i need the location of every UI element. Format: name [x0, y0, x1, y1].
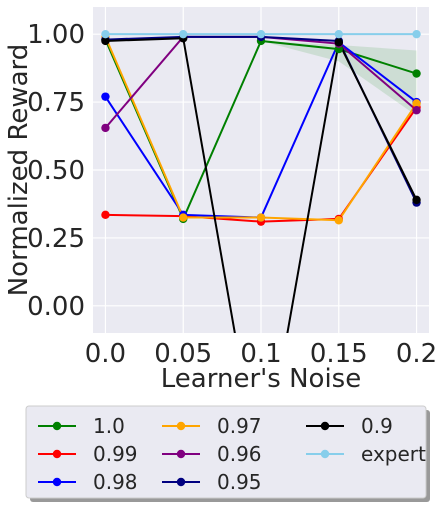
legend-label: 1.0 [93, 414, 125, 438]
legend-label: 0.99 [93, 442, 138, 466]
x-tick-label: 0.2 [396, 339, 437, 369]
data-point [334, 38, 343, 47]
series-line [105, 37, 418, 333]
data-point [101, 29, 110, 39]
data-point [101, 36, 110, 46]
y-tick-label: 0.75 [27, 88, 85, 118]
legend-marker [52, 449, 62, 459]
x-tick-labels: 0.0 0.05 0.1 0.15 0.2 [85, 339, 437, 369]
y-tick-label: 0.50 [27, 156, 85, 186]
y-tick-label: 0.00 [27, 292, 85, 322]
data-point [101, 92, 110, 101]
legend-label: 0.9 [361, 414, 393, 438]
data-point [101, 123, 110, 133]
legend-marker [176, 421, 186, 431]
data-point [412, 69, 421, 78]
data-point [334, 216, 343, 225]
data-point [179, 213, 188, 222]
y-tick-label: 1.00 [27, 20, 85, 50]
y-axis-label: Normalized Reward [4, 44, 34, 297]
data-point [412, 29, 421, 39]
confidence-bands [105, 39, 417, 219]
legend: 1.0 0.99 0.98 0.97 0.96 0.95 0.9 expert [25, 405, 430, 502]
legend-marker [52, 477, 62, 487]
x-tick-label: 0.1 [240, 339, 281, 369]
series-points [101, 29, 421, 226]
confidence-band [105, 39, 417, 219]
data-point [412, 99, 421, 108]
data-point [412, 195, 421, 205]
data-point [179, 29, 188, 39]
x-tick-label: 0.05 [154, 339, 212, 369]
legend-label: 0.98 [93, 470, 138, 494]
legend-marker [176, 449, 186, 459]
data-point [256, 213, 266, 222]
legend-label: 0.96 [217, 442, 262, 466]
data-point [256, 29, 266, 39]
legend-label: expert [361, 442, 426, 466]
legend-marker [176, 477, 186, 487]
legend-label: 0.95 [217, 470, 262, 494]
legend-marker [52, 421, 62, 431]
legend-marker [320, 449, 330, 459]
y-tick-labels: 0.00 0.25 0.50 0.75 1.00 [27, 20, 85, 322]
legend-marker [320, 421, 330, 431]
legend-label: 0.97 [217, 414, 262, 438]
x-tick-label: 0.0 [85, 339, 126, 369]
x-axis-label: Learner's Noise [161, 364, 361, 394]
y-tick-label: 0.25 [27, 224, 85, 254]
data-point [101, 210, 110, 220]
data-point [412, 106, 421, 115]
x-tick-label: 0.15 [310, 339, 368, 369]
data-point [334, 29, 343, 39]
